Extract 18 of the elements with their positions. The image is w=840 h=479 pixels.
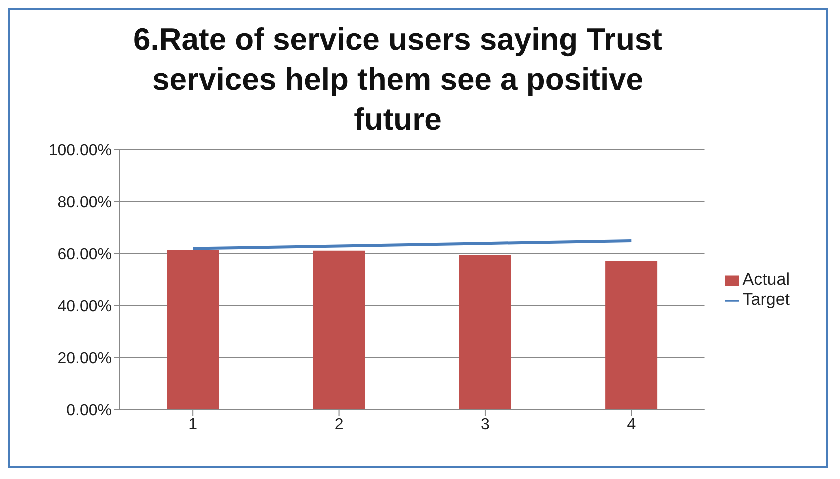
legend-label: Actual: [742, 270, 790, 289]
legend-label: Target: [742, 290, 790, 309]
y-tick-label: 60.00%: [58, 246, 112, 264]
y-tick-label: 100.00%: [48, 142, 112, 160]
bar: [167, 250, 219, 410]
bar: [606, 261, 658, 410]
line-series: [192, 240, 634, 250]
y-tick-label: 20.00%: [58, 350, 112, 368]
y-tick-label: 80.00%: [58, 194, 112, 212]
bar: [313, 250, 366, 410]
x-tick-label: 1: [188, 416, 198, 434]
x-tick-label: 3: [481, 416, 490, 434]
y-tick-label: 0.00%: [66, 402, 112, 420]
x-tick-label: 2: [334, 416, 344, 434]
bar: [459, 255, 512, 410]
x-tick-label: 4: [627, 416, 636, 434]
chart-title: 6.Rate of service users saying Trust services help them see a positive future: [132, 21, 664, 139]
y-tick-label: 40.00%: [58, 298, 112, 316]
